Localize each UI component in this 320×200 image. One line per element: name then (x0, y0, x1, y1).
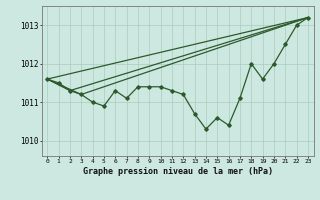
X-axis label: Graphe pression niveau de la mer (hPa): Graphe pression niveau de la mer (hPa) (83, 167, 273, 176)
